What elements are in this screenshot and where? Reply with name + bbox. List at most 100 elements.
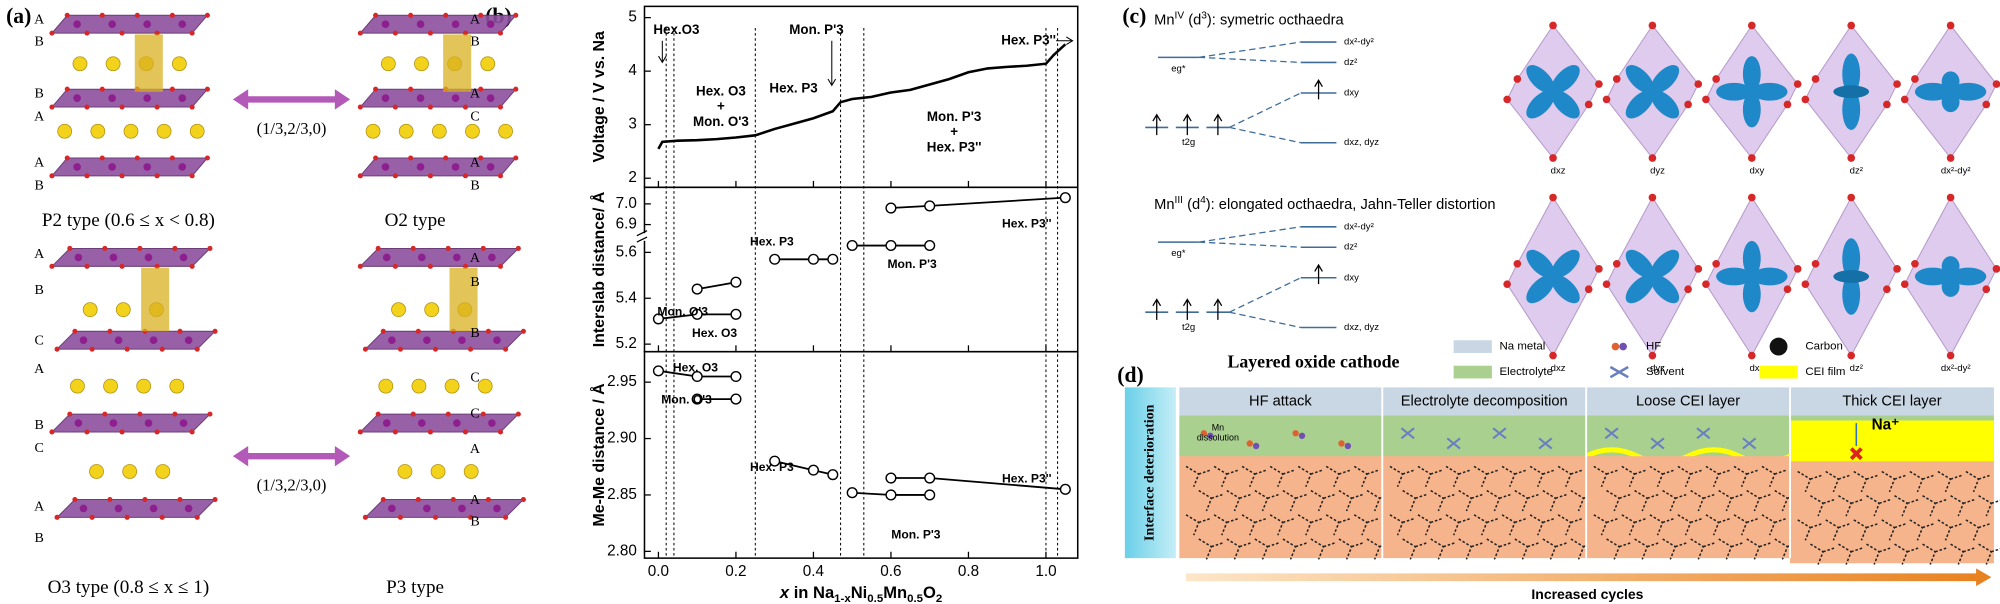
- oxygen-atom: [54, 346, 60, 352]
- grain-boundary: [1297, 465, 1323, 488]
- level-label: dx²-dy²: [1344, 37, 1374, 48]
- grain-boundary: [1353, 514, 1379, 536]
- oxygen-atom: [102, 245, 108, 252]
- ligand: [1811, 259, 1820, 268]
- ligand: [1503, 95, 1511, 104]
- ligand: [1694, 265, 1703, 273]
- cathode: [1586, 456, 1791, 559]
- metal-atom: [73, 163, 81, 171]
- oxygen-atom: [119, 173, 125, 179]
- grain-boundary: [1213, 514, 1239, 536]
- split-line: [1198, 56, 1301, 64]
- stacking-letter: A: [34, 13, 45, 28]
- metal-atom: [178, 163, 187, 171]
- oxygen-atom: [84, 173, 90, 179]
- grain-boundary: [1310, 489, 1336, 512]
- oxygen-atom: [380, 496, 386, 503]
- oxygen-atom: [397, 346, 404, 352]
- metal-atom: [184, 504, 193, 513]
- y-tick-label: 2.95: [607, 373, 637, 390]
- orbital-label: dyz: [1650, 363, 1665, 374]
- metal-atom: [73, 94, 81, 102]
- note: Mn: [1212, 423, 1224, 433]
- grain-boundary: [1254, 489, 1280, 512]
- data-point: [827, 253, 839, 265]
- ligand: [1702, 95, 1710, 104]
- metal-atom: [453, 419, 461, 427]
- grain-boundary: [1881, 470, 1907, 493]
- metal-atom: [388, 336, 396, 345]
- electron: [1213, 113, 1223, 136]
- electron: [1314, 263, 1323, 285]
- ligand: [1648, 154, 1657, 162]
- na-atom: [463, 464, 479, 479]
- ligand: [1783, 285, 1792, 294]
- ligand: [1595, 80, 1603, 88]
- oxygen-atom: [194, 346, 200, 352]
- grain-boundary: [1894, 543, 1919, 565]
- stacking-letter: A: [34, 499, 45, 514]
- grain-boundary: [1353, 465, 1379, 488]
- row-title-part: Mn: [1154, 197, 1174, 213]
- data-point: [885, 239, 897, 252]
- phase-annotation: Hex. P3'': [1001, 32, 1056, 47]
- ligand: [1992, 80, 2000, 88]
- ligand: [1946, 351, 1955, 360]
- grain-boundary: [1705, 465, 1731, 488]
- ligand: [1982, 100, 1991, 109]
- panel-label: (d): [1117, 363, 1143, 387]
- grain-boundary: [1226, 489, 1252, 512]
- oxygen-atom: [137, 245, 143, 252]
- ligand: [1946, 21, 1955, 30]
- legend-swatch: [1609, 365, 1629, 379]
- na-atom: [391, 302, 406, 318]
- oxygen-atom: [392, 263, 398, 269]
- grain-boundary: [1825, 470, 1851, 493]
- oxygen-atom: [513, 155, 519, 161]
- grain-boundary: [1542, 489, 1568, 512]
- grain-boundary: [1529, 465, 1555, 488]
- oxygen-atom: [49, 30, 55, 36]
- stacking-letter: C: [35, 441, 44, 456]
- metal-atom: [451, 163, 460, 171]
- data-point: [652, 365, 664, 377]
- split-line: [1198, 41, 1301, 58]
- oxygen-atom: [172, 411, 178, 417]
- orbital-label: dz²: [1850, 363, 1863, 374]
- oxygen-atom: [445, 245, 451, 252]
- data-point: [1059, 483, 1071, 495]
- x-axis-label-part: 1-x: [834, 593, 851, 604]
- oxygen-atom: [427, 429, 433, 435]
- oxygen-atom: [485, 328, 491, 334]
- level-label: dxy: [1344, 88, 1359, 99]
- ligand: [1801, 280, 1810, 288]
- split-line: [1198, 226, 1301, 243]
- stacking-letter: B: [35, 87, 44, 102]
- orbital-lobe: [1751, 82, 1788, 101]
- hf-molecule: [1344, 442, 1352, 450]
- oxygen-atom: [154, 104, 160, 110]
- ligand: [1811, 75, 1820, 83]
- orbital-lobe: [1551, 249, 1580, 279]
- grain-boundary: [1718, 489, 1744, 512]
- legend-label: Carbon: [1805, 341, 1843, 353]
- oxygen-atom: [64, 86, 70, 92]
- oxygen-atom: [189, 173, 195, 179]
- orbital-lobe: [1716, 82, 1752, 101]
- metal-atom: [416, 163, 425, 171]
- na-metal: [1382, 387, 1587, 416]
- x-tick-label: 1.0: [1035, 563, 1056, 580]
- y-tick-label: 5.2: [616, 335, 637, 352]
- y-tick-label: 3: [628, 116, 637, 133]
- na-atom: [414, 56, 429, 72]
- oxygen-atom: [89, 514, 95, 520]
- metal-atom: [178, 20, 187, 29]
- row-title-part: IV: [1175, 10, 1185, 21]
- oxygen-atom: [102, 411, 108, 417]
- oxygen-atom: [189, 30, 195, 36]
- phase-annotation: Hex. P3'': [927, 139, 982, 154]
- grain-boundary: [1185, 465, 1211, 488]
- grain-boundary: [1978, 543, 2000, 565]
- grain-boundary: [1282, 538, 1308, 560]
- x-axis-label-part: 2: [936, 593, 942, 604]
